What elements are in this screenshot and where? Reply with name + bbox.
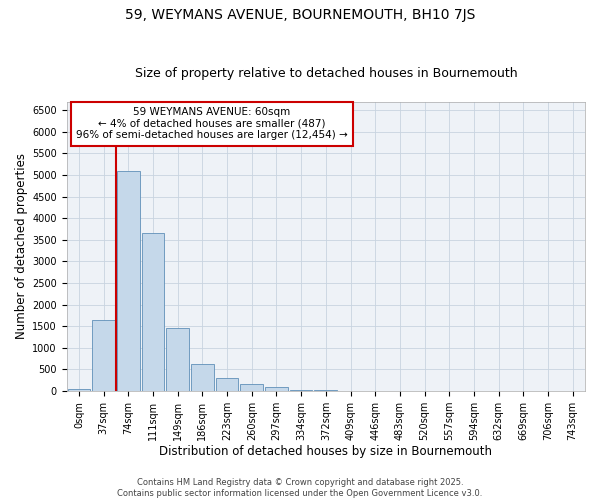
Bar xyxy=(68,389,91,391)
Bar xyxy=(314,390,337,391)
Bar xyxy=(265,387,288,391)
Bar xyxy=(191,364,214,391)
Bar xyxy=(117,170,140,391)
Title: Size of property relative to detached houses in Bournemouth: Size of property relative to detached ho… xyxy=(134,66,517,80)
Bar xyxy=(290,390,313,391)
Y-axis label: Number of detached properties: Number of detached properties xyxy=(15,154,28,340)
Bar xyxy=(166,328,189,391)
Bar xyxy=(216,378,238,391)
Text: 59, WEYMANS AVENUE, BOURNEMOUTH, BH10 7JS: 59, WEYMANS AVENUE, BOURNEMOUTH, BH10 7J… xyxy=(125,8,475,22)
Text: Contains HM Land Registry data © Crown copyright and database right 2025.
Contai: Contains HM Land Registry data © Crown c… xyxy=(118,478,482,498)
Bar xyxy=(142,234,164,391)
Text: 59 WEYMANS AVENUE: 60sqm
← 4% of detached houses are smaller (487)
96% of semi-d: 59 WEYMANS AVENUE: 60sqm ← 4% of detache… xyxy=(76,108,347,140)
X-axis label: Distribution of detached houses by size in Bournemouth: Distribution of detached houses by size … xyxy=(160,444,493,458)
Bar xyxy=(241,384,263,391)
Bar xyxy=(92,320,115,391)
